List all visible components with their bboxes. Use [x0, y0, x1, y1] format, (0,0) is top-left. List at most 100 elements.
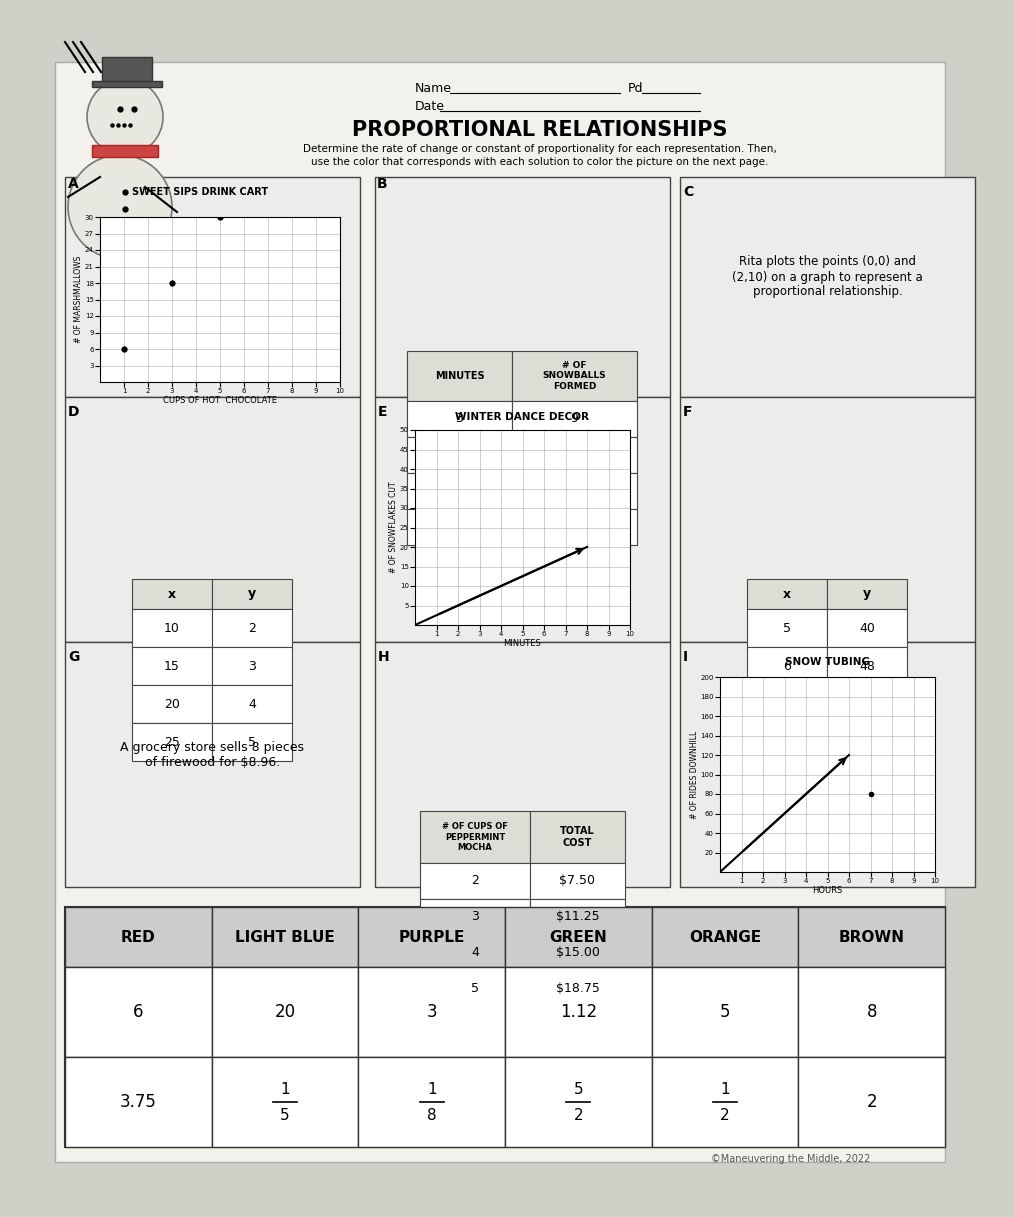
FancyBboxPatch shape: [407, 509, 512, 545]
Text: BROWN: BROWN: [838, 930, 904, 944]
FancyBboxPatch shape: [65, 643, 360, 887]
Text: TOTAL
COST: TOTAL COST: [560, 826, 595, 848]
FancyBboxPatch shape: [375, 397, 670, 643]
FancyBboxPatch shape: [512, 437, 637, 473]
Text: 12: 12: [566, 449, 583, 461]
FancyBboxPatch shape: [747, 579, 827, 608]
FancyBboxPatch shape: [512, 400, 637, 437]
Text: I: I: [683, 650, 688, 664]
Text: E: E: [378, 405, 388, 419]
Text: SWEET SIPS DRINK CART: SWEET SIPS DRINK CART: [132, 187, 268, 197]
FancyBboxPatch shape: [212, 579, 292, 608]
X-axis label: CUPS OF HOT  CHOCOLATE: CUPS OF HOT CHOCOLATE: [163, 396, 277, 404]
FancyBboxPatch shape: [420, 899, 530, 935]
FancyBboxPatch shape: [827, 723, 907, 761]
Text: y: y: [863, 588, 871, 600]
Text: 5: 5: [573, 1082, 584, 1097]
Text: 4: 4: [471, 947, 479, 959]
Text: B: B: [377, 176, 388, 191]
Text: 20: 20: [164, 697, 180, 711]
Text: 5: 5: [471, 982, 479, 996]
FancyBboxPatch shape: [530, 863, 625, 899]
Text: 6: 6: [133, 1003, 143, 1021]
FancyBboxPatch shape: [420, 971, 530, 1006]
Text: use the color that corresponds with each solution to color the picture on the ne: use the color that corresponds with each…: [312, 157, 768, 167]
Text: Name: Name: [415, 83, 452, 95]
FancyBboxPatch shape: [375, 643, 670, 887]
FancyBboxPatch shape: [65, 907, 212, 968]
FancyBboxPatch shape: [407, 400, 512, 437]
Text: 5: 5: [720, 1003, 730, 1021]
FancyBboxPatch shape: [512, 509, 637, 545]
FancyBboxPatch shape: [652, 1058, 799, 1146]
Text: C: C: [683, 185, 693, 200]
FancyBboxPatch shape: [799, 907, 945, 968]
Text: 7: 7: [783, 697, 791, 711]
FancyBboxPatch shape: [530, 971, 625, 1006]
Text: # OF
SNOWBALLS
FORMED: # OF SNOWBALLS FORMED: [543, 361, 606, 391]
FancyBboxPatch shape: [530, 811, 625, 863]
X-axis label: HOURS: HOURS: [812, 886, 842, 894]
FancyBboxPatch shape: [358, 968, 505, 1058]
FancyBboxPatch shape: [747, 723, 827, 761]
FancyBboxPatch shape: [358, 907, 505, 968]
Text: PROPORTIONAL RELATIONSHIPS: PROPORTIONAL RELATIONSHIPS: [352, 120, 728, 140]
Text: $15.00: $15.00: [555, 947, 600, 959]
FancyBboxPatch shape: [132, 579, 212, 608]
Text: G: G: [68, 650, 79, 664]
FancyBboxPatch shape: [65, 176, 360, 397]
Text: 3: 3: [426, 1003, 437, 1021]
FancyBboxPatch shape: [747, 685, 827, 723]
FancyBboxPatch shape: [747, 608, 827, 647]
Text: 25: 25: [164, 735, 180, 748]
FancyBboxPatch shape: [212, 907, 358, 968]
Text: 8: 8: [867, 1003, 877, 1021]
FancyBboxPatch shape: [530, 935, 625, 971]
FancyBboxPatch shape: [680, 176, 975, 397]
Text: x: x: [167, 588, 176, 600]
Text: 2: 2: [573, 1107, 584, 1122]
Text: Determine the rate of change or constant of proportionality for each representat: Determine the rate of change or constant…: [303, 144, 776, 155]
FancyBboxPatch shape: [407, 350, 512, 400]
Text: $7.50: $7.50: [559, 875, 596, 887]
Text: RED: RED: [121, 930, 155, 944]
Text: Pd: Pd: [628, 83, 644, 95]
Text: 56: 56: [859, 697, 875, 711]
FancyBboxPatch shape: [375, 176, 670, 397]
Text: ORANGE: ORANGE: [689, 930, 761, 944]
FancyBboxPatch shape: [747, 647, 827, 685]
FancyBboxPatch shape: [358, 1058, 505, 1146]
Text: 8: 8: [783, 735, 791, 748]
Text: 15: 15: [164, 660, 180, 673]
FancyBboxPatch shape: [55, 62, 945, 1162]
FancyBboxPatch shape: [407, 473, 512, 509]
Text: 8: 8: [427, 1107, 436, 1122]
Text: 1: 1: [427, 1082, 436, 1097]
Text: A grocery store sells 8 pieces
of firewood for $8.96.: A grocery store sells 8 pieces of firewo…: [121, 740, 304, 768]
Text: # OF CUPS OF
PEPPERMINT
MOCHA: # OF CUPS OF PEPPERMINT MOCHA: [443, 823, 508, 852]
Text: 2: 2: [721, 1107, 730, 1122]
Text: 3.75: 3.75: [120, 1093, 156, 1111]
Y-axis label: # OF MARSHMALLOWS: # OF MARSHMALLOWS: [74, 256, 83, 343]
Circle shape: [85, 232, 95, 242]
FancyBboxPatch shape: [505, 968, 652, 1058]
Text: $11.25: $11.25: [555, 910, 599, 924]
Bar: [92, 145, 158, 157]
Text: 20: 20: [274, 1003, 295, 1021]
FancyBboxPatch shape: [420, 863, 530, 899]
FancyBboxPatch shape: [512, 350, 637, 400]
Text: A: A: [68, 176, 79, 191]
FancyBboxPatch shape: [212, 968, 358, 1058]
Text: 9: 9: [570, 413, 579, 426]
Text: 10: 10: [164, 622, 180, 634]
Text: MINUTES: MINUTES: [434, 371, 484, 381]
Text: Date: Date: [415, 101, 445, 113]
FancyBboxPatch shape: [652, 907, 799, 968]
Text: 4: 4: [248, 697, 256, 711]
FancyBboxPatch shape: [505, 1058, 652, 1146]
FancyBboxPatch shape: [799, 1058, 945, 1146]
Text: 18: 18: [566, 521, 583, 533]
FancyBboxPatch shape: [132, 647, 212, 685]
X-axis label: MINUTES: MINUTES: [503, 639, 541, 647]
Text: y: y: [248, 588, 256, 600]
